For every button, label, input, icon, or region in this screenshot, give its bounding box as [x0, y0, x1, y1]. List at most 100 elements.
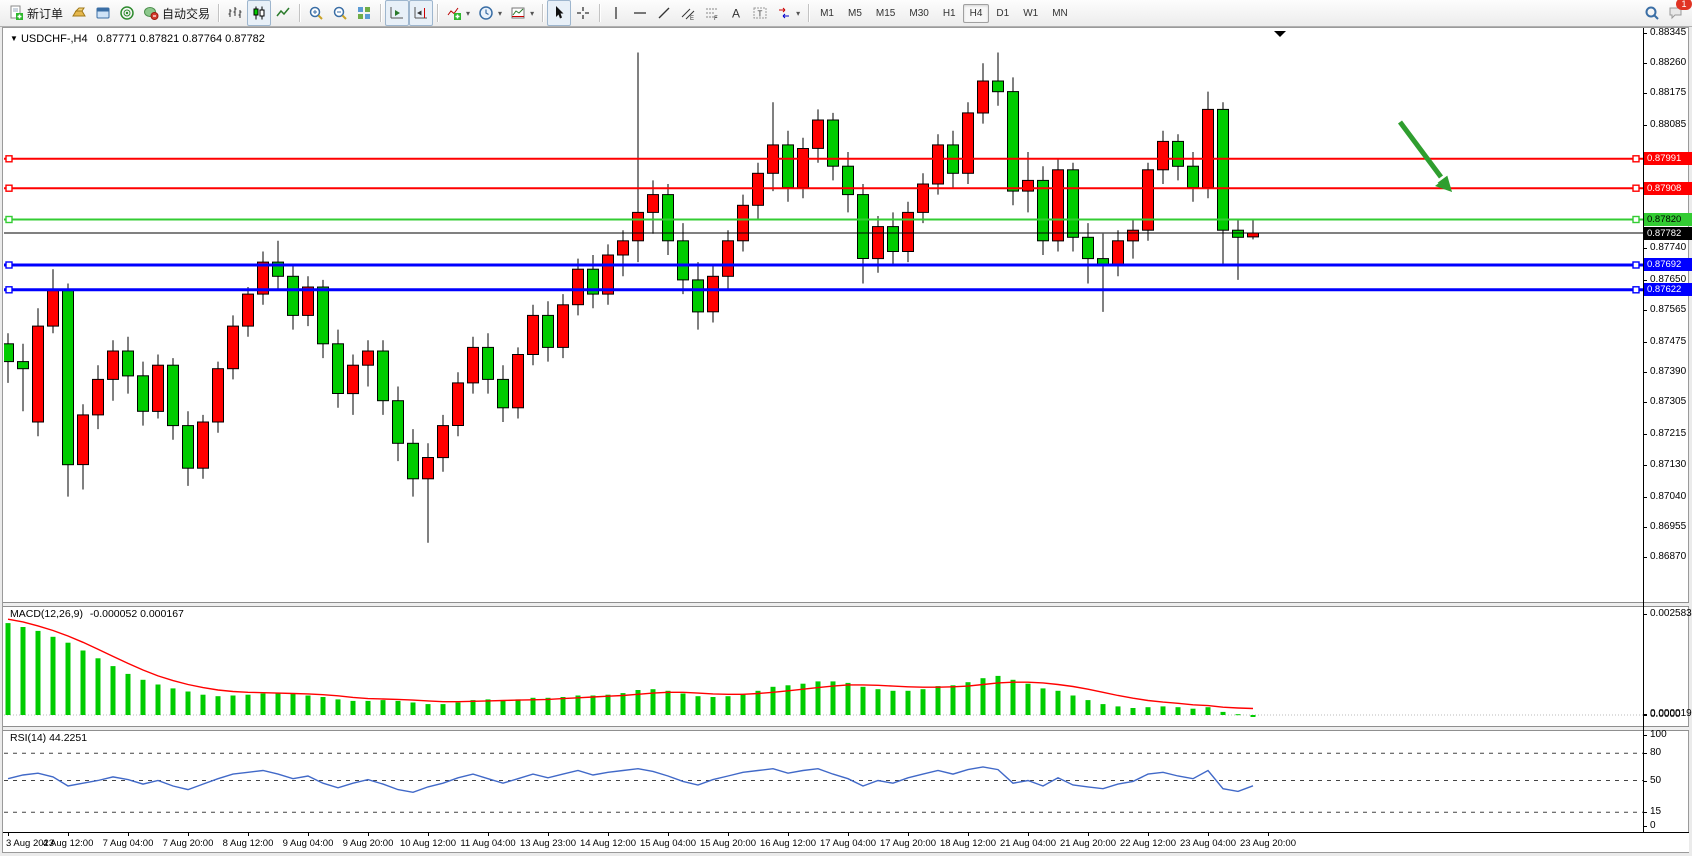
equidistant-channel-button[interactable]: E: [676, 0, 700, 26]
signals-button[interactable]: [115, 0, 139, 26]
support-line-green-handle[interactable]: [5, 215, 13, 224]
bar-chart-button[interactable]: [223, 0, 247, 26]
vertical-line-button[interactable]: [604, 0, 628, 26]
tf-w1-button[interactable]: W1: [1016, 4, 1045, 23]
tile-windows-icon: [356, 5, 372, 21]
new-order-button[interactable]: 新订单: [4, 0, 67, 26]
rsi-indicator-name: RSI(14) 44.2251: [10, 732, 88, 744]
time-axis[interactable]: 3 Aug 2023 4 Aug 12:00 7 Aug 04:00 7 Aug 20…: [3, 832, 1689, 852]
time-axis-tick: [308, 833, 309, 836]
axis-tick: [1643, 372, 1647, 373]
support-line-blue-1-handle[interactable]: [5, 261, 13, 269]
window-bottom-edge: [0, 853, 1692, 856]
time-axis-tick: [488, 833, 489, 836]
price-tick-label: 0.87215: [1650, 428, 1687, 439]
toolbar-group-trade: 新订单 自动交易: [4, 0, 214, 26]
rsi-axis-label: 80: [1650, 747, 1662, 758]
dropdown-caret-icon[interactable]: ▾: [530, 8, 535, 18]
macd-axis-label: 0.000019: [1650, 708, 1692, 719]
arrows-button[interactable]: ▾: [772, 0, 804, 26]
data-window-button[interactable]: [91, 0, 115, 26]
price-tick-label: 0.87475: [1650, 336, 1687, 347]
toolbar-group-scroll: [385, 0, 434, 26]
rsi-indicator-plot[interactable]: [4, 729, 1643, 832]
axis-tick: [1643, 812, 1647, 813]
toolbar-separator: [599, 4, 601, 22]
search-icon: [1644, 5, 1660, 21]
templates-button[interactable]: ▾: [506, 0, 538, 26]
line-chart-button[interactable]: [271, 0, 295, 26]
time-label: 17 Aug 04:00: [820, 838, 876, 849]
support-line-blue-2-handle[interactable]: [5, 286, 13, 294]
price-tick-label: 0.87040: [1650, 491, 1687, 502]
tf-m15-button[interactable]: M15: [869, 4, 902, 23]
resistance-line-1-handle[interactable]: [5, 155, 13, 163]
tf-m30-button-label: M30: [909, 7, 929, 19]
resistance-line-2[interactable]: [4, 184, 1643, 192]
zoom-out-button[interactable]: [328, 0, 352, 26]
text-label-button[interactable]: T: [748, 0, 772, 26]
collapse-arrow-icon[interactable]: ▼: [10, 34, 18, 43]
support-line-green-handle[interactable]: [1632, 215, 1640, 224]
auto-trading-button[interactable]: 自动交易: [139, 0, 214, 26]
crosshair-button[interactable]: [571, 0, 595, 26]
indicators-button[interactable]: ▾: [442, 0, 474, 26]
tf-d1-button[interactable]: D1: [989, 4, 1016, 23]
arrow-annotation[interactable]: [1397, 120, 1452, 192]
tf-m1-button[interactable]: M1: [813, 4, 841, 23]
periods-button[interactable]: ▾: [474, 0, 506, 26]
tile-windows-button[interactable]: [352, 0, 376, 26]
pane-splitter-rsi[interactable]: [3, 726, 1689, 731]
crosshair-icon: [575, 5, 591, 21]
time-label: 21 Aug 04:00: [1000, 838, 1056, 849]
dropdown-caret-icon[interactable]: ▾: [796, 8, 801, 18]
zoom-in-button[interactable]: [304, 0, 328, 26]
tf-m30-button[interactable]: M30: [902, 4, 935, 23]
tf-mn-button[interactable]: MN: [1045, 4, 1075, 23]
cursor-icon: [551, 5, 567, 21]
time-axis-tick: [128, 833, 129, 836]
market-watch-button[interactable]: [67, 0, 91, 26]
time-axis-tick: [368, 833, 369, 836]
time-label: 7 Aug 04:00: [102, 838, 154, 849]
indicators-icon: [446, 5, 462, 21]
axis-tick: [1643, 735, 1647, 736]
resistance-line-1-handle[interactable]: [1632, 155, 1640, 163]
radar-icon: [119, 5, 135, 21]
resistance-line-2-handle[interactable]: [5, 184, 13, 192]
dropdown-caret-icon[interactable]: ▾: [466, 8, 471, 18]
chart-shift-marker[interactable]: [1274, 31, 1286, 37]
svg-text:F: F: [714, 16, 718, 21]
support-line-green[interactable]: [4, 215, 1643, 224]
tf-m5-button[interactable]: M5: [841, 4, 869, 23]
macd-signal-line: [7, 618, 1254, 710]
auto-scroll-button[interactable]: [385, 0, 410, 26]
support-line-blue-2[interactable]: [4, 286, 1643, 294]
axis-tick: [1643, 434, 1647, 435]
tf-h4-button[interactable]: H4: [962, 3, 990, 23]
toolbar-separator: [218, 4, 220, 22]
zoom-out-icon: [332, 5, 348, 21]
search-button[interactable]: [1640, 0, 1664, 26]
resistance-line-2-handle[interactable]: [1632, 184, 1640, 192]
horizontal-line-button[interactable]: [628, 0, 652, 26]
tf-h1-button[interactable]: H1: [936, 4, 963, 23]
support-line-blue-1-handle[interactable]: [1632, 261, 1640, 269]
cursor-button[interactable]: [547, 0, 572, 26]
resistance-line-1[interactable]: [4, 155, 1643, 163]
toolbar-separator: [380, 4, 382, 22]
macd-indicator-plot[interactable]: [4, 605, 1643, 726]
dropdown-caret-icon[interactable]: ▾: [498, 8, 503, 18]
support-line-blue-1[interactable]: [4, 261, 1643, 269]
candlestick-chart-button[interactable]: [247, 0, 272, 26]
trendline-button[interactable]: [652, 0, 676, 26]
main-chart-plot[interactable]: [4, 28, 1643, 602]
chart-shift-button[interactable]: [409, 0, 434, 26]
text-button[interactable]: A: [724, 0, 748, 26]
time-label: 18 Aug 12:00: [940, 838, 996, 849]
notifications-button[interactable]: 1: [1664, 0, 1692, 26]
support-line-blue-2-handle[interactable]: [1632, 286, 1640, 294]
fibonacci-button[interactable]: F: [700, 0, 724, 26]
axis-tick: [1643, 527, 1647, 528]
pane-splitter-macd[interactable]: [3, 602, 1689, 607]
